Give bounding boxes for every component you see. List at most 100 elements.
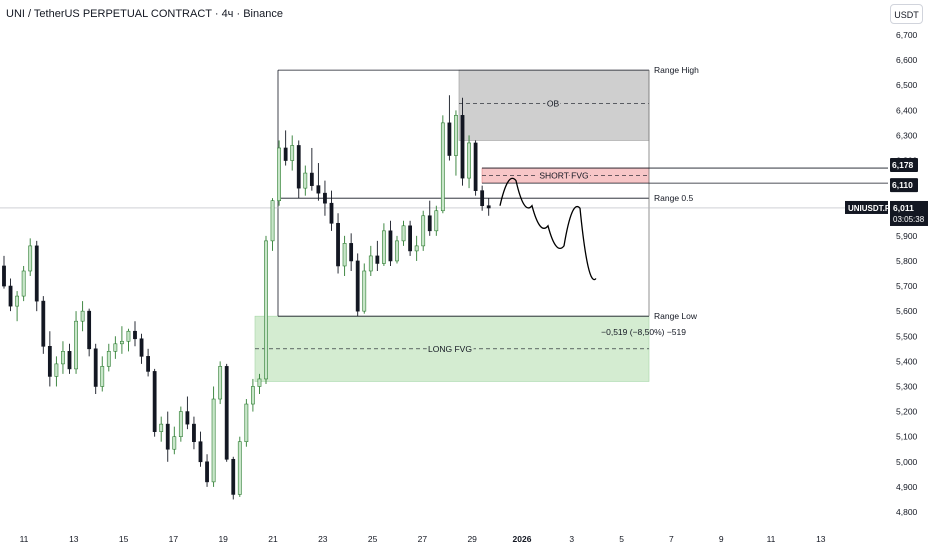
range-mid-label: Range 0.5 bbox=[654, 193, 693, 203]
long-fvg-label: LONG FVG bbox=[428, 344, 472, 354]
candle-body bbox=[440, 122, 445, 212]
candle bbox=[408, 220, 413, 256]
candle-body bbox=[381, 230, 386, 264]
candle bbox=[454, 110, 458, 176]
price-badge-upper: 6,178 bbox=[892, 160, 914, 170]
x-axis-tick-label: 11 bbox=[767, 534, 776, 544]
x-axis-tick-label: 13 bbox=[816, 534, 826, 544]
candle bbox=[375, 240, 380, 271]
candle bbox=[283, 130, 288, 166]
candle-body bbox=[54, 363, 59, 377]
candle-body bbox=[106, 351, 111, 367]
last-price-badge-bg bbox=[890, 200, 928, 226]
y-axis-tick-label: 4,900 bbox=[896, 482, 918, 492]
candle bbox=[381, 223, 386, 266]
candle bbox=[159, 416, 164, 442]
currency-button[interactable]: USDT bbox=[890, 4, 923, 24]
candle-body bbox=[329, 202, 334, 224]
y-axis-tick-label: 5,900 bbox=[896, 231, 918, 241]
x-axis-tick-label: 29 bbox=[467, 534, 477, 544]
candle bbox=[460, 97, 465, 186]
candle bbox=[434, 205, 439, 236]
candle bbox=[290, 135, 295, 171]
countdown-label: 03:05:38 bbox=[893, 215, 925, 224]
candle bbox=[192, 416, 196, 450]
candle bbox=[172, 426, 177, 455]
candle bbox=[34, 240, 39, 312]
y-axis-tick-label: 5,300 bbox=[896, 381, 918, 391]
candle bbox=[296, 140, 301, 199]
candle-body bbox=[15, 295, 20, 307]
candle-body bbox=[146, 356, 151, 372]
candle bbox=[152, 368, 157, 437]
candle bbox=[251, 378, 255, 412]
candle-body bbox=[336, 222, 340, 267]
y-axis-tick-label: 6,700 bbox=[896, 30, 918, 40]
short-fvg-label: SHORT FVG bbox=[539, 171, 588, 181]
candle-body bbox=[133, 330, 137, 340]
candle-body bbox=[87, 310, 92, 350]
candle-body bbox=[473, 142, 478, 191]
candle-body bbox=[231, 458, 236, 495]
x-axis-tick-label: 19 bbox=[218, 534, 228, 544]
x-axis-tick-label: 2026 bbox=[513, 534, 532, 544]
candle-body bbox=[401, 225, 406, 242]
symbol-badge-bg bbox=[845, 200, 888, 214]
y-axis-tick-label: 6,600 bbox=[896, 55, 918, 65]
range-low-label: Range Low bbox=[654, 311, 698, 321]
candle-body bbox=[61, 351, 65, 365]
candle bbox=[106, 343, 111, 372]
y-axis-tick-label: 5,700 bbox=[896, 281, 918, 291]
candle-body bbox=[113, 343, 118, 352]
candle bbox=[303, 165, 308, 196]
candle-body bbox=[395, 240, 399, 262]
candle bbox=[362, 263, 367, 314]
candle-body bbox=[8, 285, 13, 307]
x-axis-tick-label: 21 bbox=[268, 534, 278, 544]
candle-body bbox=[362, 270, 367, 312]
candle-body bbox=[434, 210, 439, 232]
candle bbox=[185, 396, 190, 430]
candle-body bbox=[342, 243, 347, 267]
x-axis-tick-label: 25 bbox=[368, 534, 378, 544]
candle bbox=[427, 200, 432, 236]
candle-body bbox=[165, 423, 170, 450]
candle-body bbox=[316, 185, 321, 194]
candle bbox=[355, 253, 360, 317]
candle-body bbox=[427, 215, 432, 232]
candle-body bbox=[349, 243, 354, 262]
candle bbox=[100, 356, 105, 392]
candle bbox=[342, 235, 347, 277]
x-axis-tick-label: 3 bbox=[569, 534, 574, 544]
x-axis-tick-label: 23 bbox=[318, 534, 328, 544]
y-axis-tick-label: 5,600 bbox=[896, 306, 918, 316]
candle-body bbox=[421, 215, 426, 247]
candle-body bbox=[47, 346, 52, 377]
candle bbox=[87, 308, 92, 357]
candle bbox=[15, 291, 20, 322]
range-high-label: Range High bbox=[654, 65, 699, 75]
candle-body bbox=[375, 255, 380, 264]
candle-body bbox=[211, 398, 216, 483]
candle-body bbox=[2, 265, 6, 287]
candle bbox=[28, 238, 33, 277]
x-axis-tick-label: 11 bbox=[20, 534, 29, 544]
price-badge-lower: 6,110 bbox=[892, 180, 913, 190]
candle-body bbox=[290, 145, 295, 161]
candle bbox=[80, 301, 85, 332]
candle-body bbox=[355, 260, 360, 312]
candle-body bbox=[120, 340, 124, 345]
candle-body bbox=[28, 245, 33, 272]
candle-body bbox=[224, 366, 229, 460]
candle bbox=[270, 198, 275, 251]
y-axis-tick-label: 5,800 bbox=[896, 256, 918, 266]
candle-body bbox=[192, 423, 196, 443]
candle bbox=[41, 296, 46, 354]
candle-body bbox=[447, 122, 452, 156]
x-axis-tick-label: 13 bbox=[69, 534, 79, 544]
y-axis-tick-label: 5,200 bbox=[896, 407, 918, 417]
candle-body bbox=[277, 147, 282, 201]
candle bbox=[440, 115, 445, 214]
